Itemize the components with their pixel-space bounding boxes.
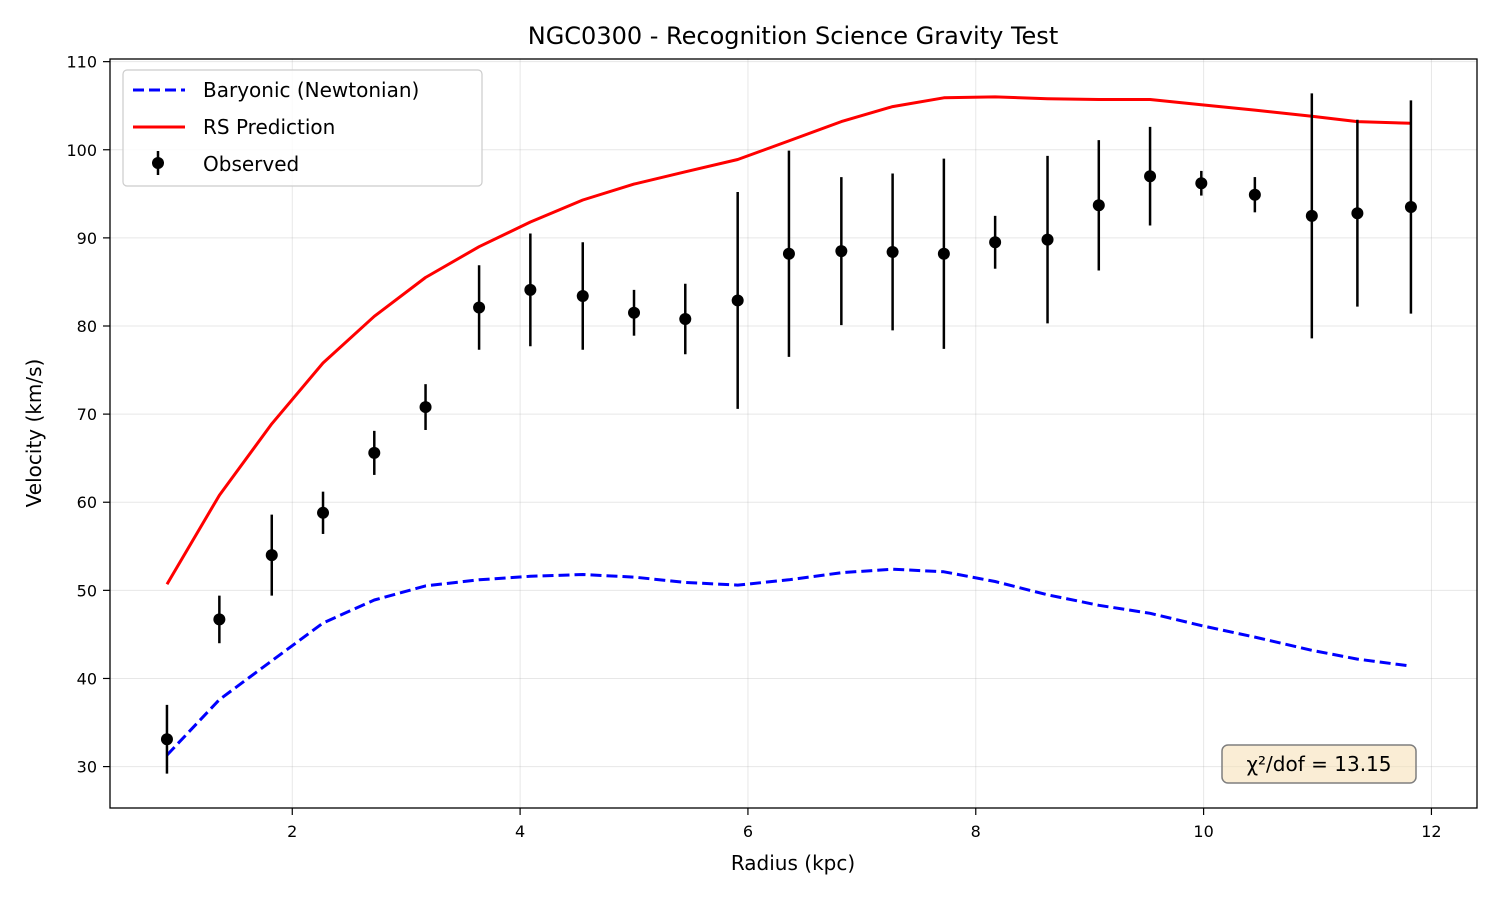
observed-point	[473, 301, 486, 314]
observed-point	[886, 245, 899, 258]
y-tick-label: 50	[77, 581, 97, 600]
chart-title: NGC0300 - Recognition Science Gravity Te…	[528, 22, 1058, 50]
rs-prediction-line	[165, 95, 1411, 585]
x-tick-label: 2	[287, 822, 297, 841]
grid	[110, 59, 1477, 808]
observed-point	[1144, 170, 1157, 183]
y-tick-label: 110	[66, 53, 97, 72]
x-tick-label: 12	[1421, 822, 1441, 841]
observed-point	[1404, 201, 1417, 214]
x-tick-label: 6	[743, 822, 753, 841]
observed-point	[1351, 207, 1364, 220]
x-tick-label: 10	[1193, 822, 1213, 841]
legend-frame	[122, 69, 483, 187]
observed-point	[989, 236, 1002, 249]
legend-rs-label: RS Prediction	[203, 115, 335, 139]
observed-point	[937, 247, 950, 260]
observed-point	[835, 245, 848, 258]
observed-point	[419, 401, 432, 414]
observed-point	[1195, 177, 1208, 190]
legend-observed-label: Observed	[203, 152, 299, 176]
y-tick-label: 40	[77, 669, 97, 688]
y-tick-label: 100	[66, 141, 97, 160]
x-axis-label: Radius (kpc)	[731, 851, 855, 875]
observed-point	[1248, 188, 1261, 201]
y-tick-label: 80	[77, 317, 97, 336]
series-layer	[160, 93, 1417, 774]
observed-point	[731, 294, 744, 307]
x-tick-label: 4	[515, 822, 525, 841]
y-tick-label: 60	[77, 493, 97, 512]
observed-point	[265, 549, 278, 562]
chi-square-annotation: χ²/dof = 13.15	[1221, 744, 1417, 784]
observed-point	[160, 733, 173, 746]
plot-frame	[109, 58, 1478, 809]
observed-point	[576, 290, 589, 303]
observed-point	[782, 247, 795, 260]
observed-point	[1305, 209, 1318, 222]
annotation-text: χ²/dof = 13.15	[1246, 752, 1391, 776]
legend-baryonic-label: Baryonic (Newtonian)	[203, 78, 419, 102]
ticks: 2 4 6 8 10 12 30 40 50 60 70 80 90 100 110	[66, 53, 1441, 841]
annotation-box	[1221, 744, 1417, 784]
y-tick-label: 30	[77, 758, 97, 777]
legend-observed-marker	[152, 157, 164, 169]
observed-point	[628, 306, 641, 319]
observed-point	[213, 613, 226, 626]
observed-point	[679, 312, 692, 325]
legend: Baryonic (Newtonian) RS Prediction Obser…	[122, 69, 483, 187]
y-axis-label: Velocity (km/s)	[22, 359, 46, 508]
x-tick-label: 8	[971, 822, 981, 841]
observed-point	[1041, 233, 1054, 246]
observed-point	[317, 506, 330, 519]
observed-point	[1092, 199, 1105, 212]
y-tick-label: 70	[77, 405, 97, 424]
y-tick-label: 90	[77, 229, 97, 248]
baryonic-line	[165, 567, 1412, 757]
observed-point	[524, 283, 537, 296]
observed-point	[368, 446, 381, 459]
